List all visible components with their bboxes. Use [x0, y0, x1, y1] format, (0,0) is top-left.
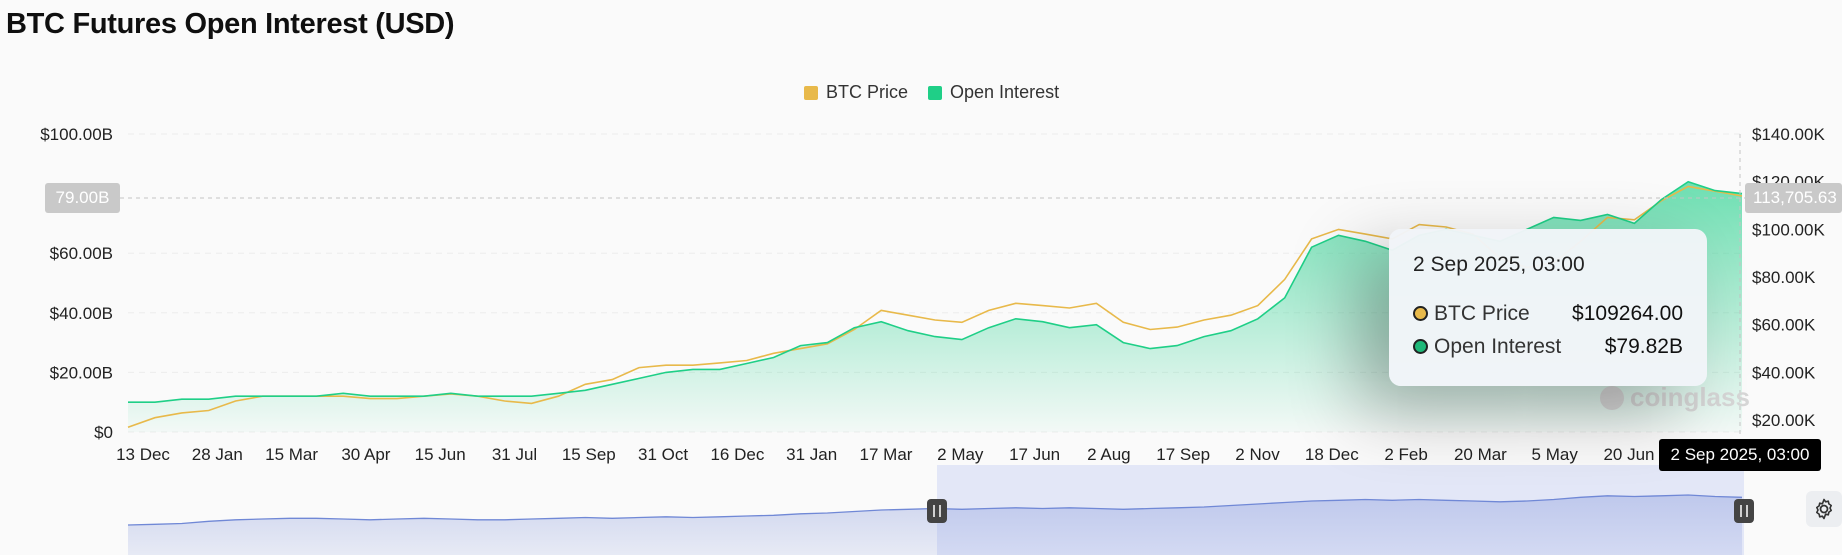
x-tick-label: 17 Sep	[1156, 445, 1210, 464]
x-tick-label: 20 Jun	[1603, 445, 1654, 464]
x-tick-label: 31 Jan	[786, 445, 837, 464]
legend: BTC Price Open Interest	[804, 82, 1059, 103]
x-tick-label: 13 Dec	[116, 445, 170, 464]
crosshair-date-label: 2 Sep 2025, 03:00	[1659, 439, 1821, 471]
legend-label-open-interest: Open Interest	[950, 82, 1060, 102]
y-left-tick-label: $100.00B	[40, 125, 113, 144]
legend-swatch-btc-price	[804, 85, 818, 100]
x-tick-label: 17 Jun	[1009, 445, 1060, 464]
x-tick-label: 16 Dec	[710, 445, 764, 464]
open-interest-area	[128, 181, 1742, 432]
tooltip-label-open-interest: Open Interest	[1434, 334, 1562, 358]
x-tick-label: 2 Aug	[1087, 445, 1131, 464]
y-right-tick-label: $40.00K	[1752, 363, 1816, 382]
x-tick-label: 17 Mar	[860, 445, 913, 464]
y-left-tick-label: $40.00B	[50, 304, 113, 323]
data-tooltip: 2 Sep 2025, 03:00 BTC Price $109264.00 O…	[1389, 229, 1707, 386]
x-tick-label: 15 Sep	[562, 445, 616, 464]
x-tick-label: 31 Jul	[492, 445, 537, 464]
legend-item-open-interest[interactable]: Open Interest	[928, 82, 1059, 103]
x-tick-label: 15 Mar	[265, 445, 318, 464]
page-title: BTC Futures Open Interest (USD)	[6, 8, 455, 40]
y-left-tick-label: $60.00B	[50, 244, 113, 263]
legend-item-btc-price[interactable]: BTC Price	[804, 82, 908, 103]
legend-label-btc-price: BTC Price	[826, 82, 909, 102]
watermark: coinglass	[1630, 382, 1750, 412]
crosshair-left-value: 79.00B	[45, 183, 120, 213]
navigator-area	[128, 495, 1742, 555]
tooltip-label-btc-price: BTC Price	[1434, 301, 1530, 325]
x-tick-label: 5 May	[1532, 445, 1579, 464]
watermark-logo	[1600, 386, 1624, 410]
y-right-tick-label: $100.00K	[1752, 220, 1825, 239]
x-tick-label: 20 Mar	[1454, 445, 1507, 464]
tooltip-value-btc-price: $109264.00	[1572, 301, 1683, 325]
tooltip-dot-btc-price	[1413, 306, 1428, 321]
crosshair-right-value: 113,705.63	[1745, 183, 1842, 213]
y-right-tick-label: $60.00K	[1752, 316, 1816, 335]
y-right-tick-label: $20.00K	[1752, 411, 1816, 430]
tooltip-row-btc-price: BTC Price $109264.00	[1413, 297, 1683, 330]
x-tick-label: 2 May	[937, 445, 984, 464]
navigator-handle-right[interactable]	[1734, 499, 1754, 523]
y-right-tick-label: $140.00K	[1752, 125, 1825, 144]
tooltip-date: 2 Sep 2025, 03:00	[1413, 253, 1585, 276]
x-tick-label: 31 Oct	[638, 445, 688, 464]
y-left-tick-label: $0	[94, 423, 113, 442]
x-tick-label: 28 Jan	[192, 445, 243, 464]
y-left-tick-label: $20.00B	[50, 363, 113, 382]
settings-button[interactable]	[1806, 491, 1842, 527]
x-tick-label: 2 Nov	[1235, 445, 1280, 464]
legend-swatch-open-interest	[928, 85, 943, 100]
x-tick-label: 30 Apr	[341, 445, 390, 464]
gear-icon	[1816, 498, 1832, 520]
x-tick-label: 2 Feb	[1384, 445, 1427, 464]
tooltip-row-open-interest: Open Interest $79.82B	[1413, 330, 1683, 363]
tooltip-dot-open-interest	[1413, 339, 1428, 354]
y-right-tick-label: $80.00K	[1752, 268, 1816, 287]
tooltip-value-open-interest: $79.82B	[1604, 334, 1683, 358]
navigator-handle-left[interactable]	[927, 499, 947, 523]
x-tick-label: 15 Jun	[415, 445, 466, 464]
x-tick-label: 18 Dec	[1305, 445, 1359, 464]
